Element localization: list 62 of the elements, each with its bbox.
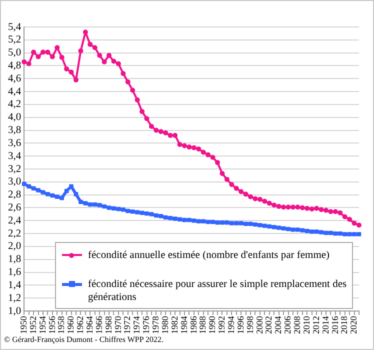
y-tick-label: 3,8 (8, 125, 22, 136)
y-tick-label: 4,2 (8, 99, 22, 110)
x-tick-label: 2002 (264, 316, 274, 334)
x-tick-label: 1972 (122, 316, 132, 334)
y-tick-label: 4,4 (8, 86, 22, 98)
y-tick-label: 4,0 (8, 112, 22, 124)
x-tick-label: 2014 (320, 316, 330, 334)
x-tick-label: 1988 (198, 316, 208, 334)
x-tick-label: 2008 (292, 316, 302, 334)
y-tick-label: 3,6 (8, 138, 22, 149)
legend-label: fécondité annuelle estimée (nombre d'enfants par femme) (88, 249, 330, 262)
y-tick-label: 1,2 (8, 292, 22, 304)
x-tick-label: 1976 (141, 316, 152, 334)
y-tick-label: 2,8 (8, 190, 22, 201)
y-tick-label: 5,2 (8, 34, 22, 46)
x-tick-label: 1996 (235, 316, 246, 334)
x-tick-label: 1962 (75, 316, 86, 334)
x-tick-label: 2006 (282, 316, 293, 334)
x-tick-label: 1964 (84, 316, 95, 334)
x-tick-label: 1998 (244, 316, 255, 334)
x-tick-label: 1984 (178, 316, 189, 334)
x-tick-label: 1968 (103, 316, 114, 334)
y-tick-label: 2,4 (8, 215, 22, 226)
x-tick-label: 2000 (254, 316, 264, 334)
x-tick-label: 1986 (188, 316, 198, 334)
x-tick-label: 1952 (28, 316, 38, 334)
y-tick-label: 5,4 (8, 22, 22, 33)
y-tick-label: 2,6 (8, 202, 22, 214)
y-tick-label: 4,8 (8, 60, 22, 72)
y-tick-label: 3,4 (8, 150, 22, 162)
x-tick-label: 2010 (301, 316, 312, 334)
x-tick-label: 2020 (348, 316, 359, 334)
x-tick-label: 2018 (339, 316, 350, 334)
x-tick-label: 1974 (132, 316, 142, 334)
x-tick-label: 1980 (160, 316, 170, 334)
x-tick-label: 1966 (94, 316, 104, 334)
y-tick-label: 3,2 (8, 164, 22, 175)
text: © Gérard-François Dumont - Chiffres WPP 2022. (4, 335, 164, 344)
x-tick-label: 1950 (18, 316, 28, 334)
x-tick-label: 1970 (112, 316, 123, 334)
x-tick-label: 1994 (226, 316, 236, 334)
y-tick-label: 1,8 (8, 254, 22, 266)
x-tick-label: 2012 (310, 316, 321, 334)
x-tick-label: 1956 (46, 316, 57, 334)
x-tick-label: 1990 (207, 316, 218, 334)
x-tick-label: 1978 (150, 316, 161, 334)
legend-label: fécondité nécessaire pour assurer le simple remplacement des générations (88, 278, 348, 304)
y-tick-label: 1,4 (8, 280, 22, 291)
x-tick-label: 2004 (273, 316, 284, 334)
x-tick-label: 1954 (37, 316, 48, 334)
x-tick-label: 1960 (66, 316, 76, 334)
y-tick-label: 4,6 (8, 73, 22, 84)
y-tick-label: 3,0 (8, 176, 22, 188)
y-tick-label: 2,0 (8, 241, 22, 252)
x-tick-label: 1992 (216, 316, 227, 334)
x-tick-label: 2016 (330, 316, 340, 334)
y-tick-label: 1,6 (8, 267, 22, 278)
y-tick-label: 1,0 (8, 306, 22, 317)
x-tick-label: 1982 (169, 316, 180, 334)
y-tick-label: 2,2 (8, 228, 22, 240)
y-tick-label: 5,0 (8, 48, 22, 59)
x-tick-label: 1958 (56, 316, 66, 334)
